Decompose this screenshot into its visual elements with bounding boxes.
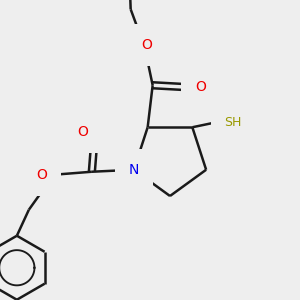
Text: N: N <box>129 163 139 177</box>
Text: O: O <box>141 38 152 52</box>
Text: O: O <box>195 80 206 94</box>
Text: SH: SH <box>224 116 241 129</box>
Text: O: O <box>36 168 47 182</box>
Text: O: O <box>77 125 88 139</box>
